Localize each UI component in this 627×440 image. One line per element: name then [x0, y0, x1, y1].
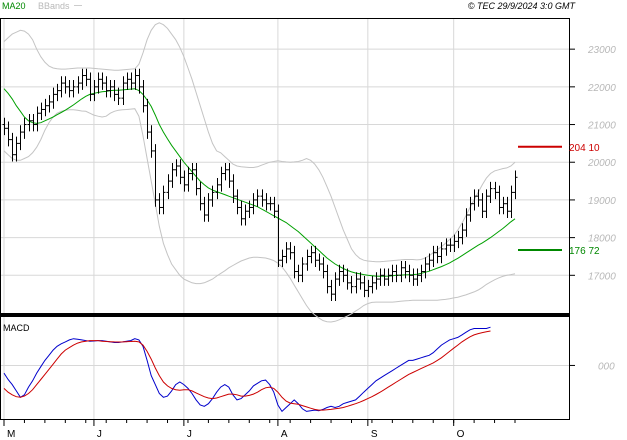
macd-signal-line: [3, 330, 491, 411]
level-label: 176 72: [569, 246, 600, 257]
x-tick-label: S: [371, 429, 378, 440]
macd-lines: [3, 326, 491, 413]
level-label: 204 10: [569, 143, 600, 154]
ma20-path: [3, 88, 516, 277]
y-tick-label: 18000: [588, 234, 616, 245]
bb-lower-line: [3, 108, 516, 323]
macd-grid: [1, 317, 569, 419]
y-axis-ticks: 23000 22000 21000 20000 19000 18000 17000 000: [570, 45, 616, 372]
x-tick-label: O: [457, 429, 465, 440]
y-tick-label: 19000: [588, 196, 616, 207]
y-tick-label: 22000: [587, 83, 616, 94]
legend-bbands: BBands: [38, 1, 70, 11]
price-levels: 204 10 176 72: [518, 143, 600, 257]
macd-line: [3, 326, 491, 413]
y-tick-label: 17000: [588, 271, 616, 282]
legend-ma20: MA20: [2, 1, 26, 11]
credit-text: © TEC 29/9/2024 3:0 GMT: [468, 1, 577, 11]
price-bars: [2, 68, 518, 301]
macd-title: MACD: [3, 323, 30, 333]
x-tick-label: A: [281, 429, 288, 440]
legend-bbands-swatch: [74, 5, 82, 6]
macd-y-tick-label: 000: [598, 361, 615, 372]
x-tick-label: M: [7, 429, 15, 440]
x-tick-label: J: [97, 429, 102, 440]
y-tick-label: 20000: [587, 158, 616, 169]
ma20-line: [3, 88, 516, 277]
y-tick-label: 23000: [587, 45, 616, 56]
macd-panel: [0, 316, 570, 420]
price-panel: [0, 18, 570, 314]
x-tick-label: J: [187, 429, 192, 440]
y-tick-label: 21000: [587, 121, 616, 132]
